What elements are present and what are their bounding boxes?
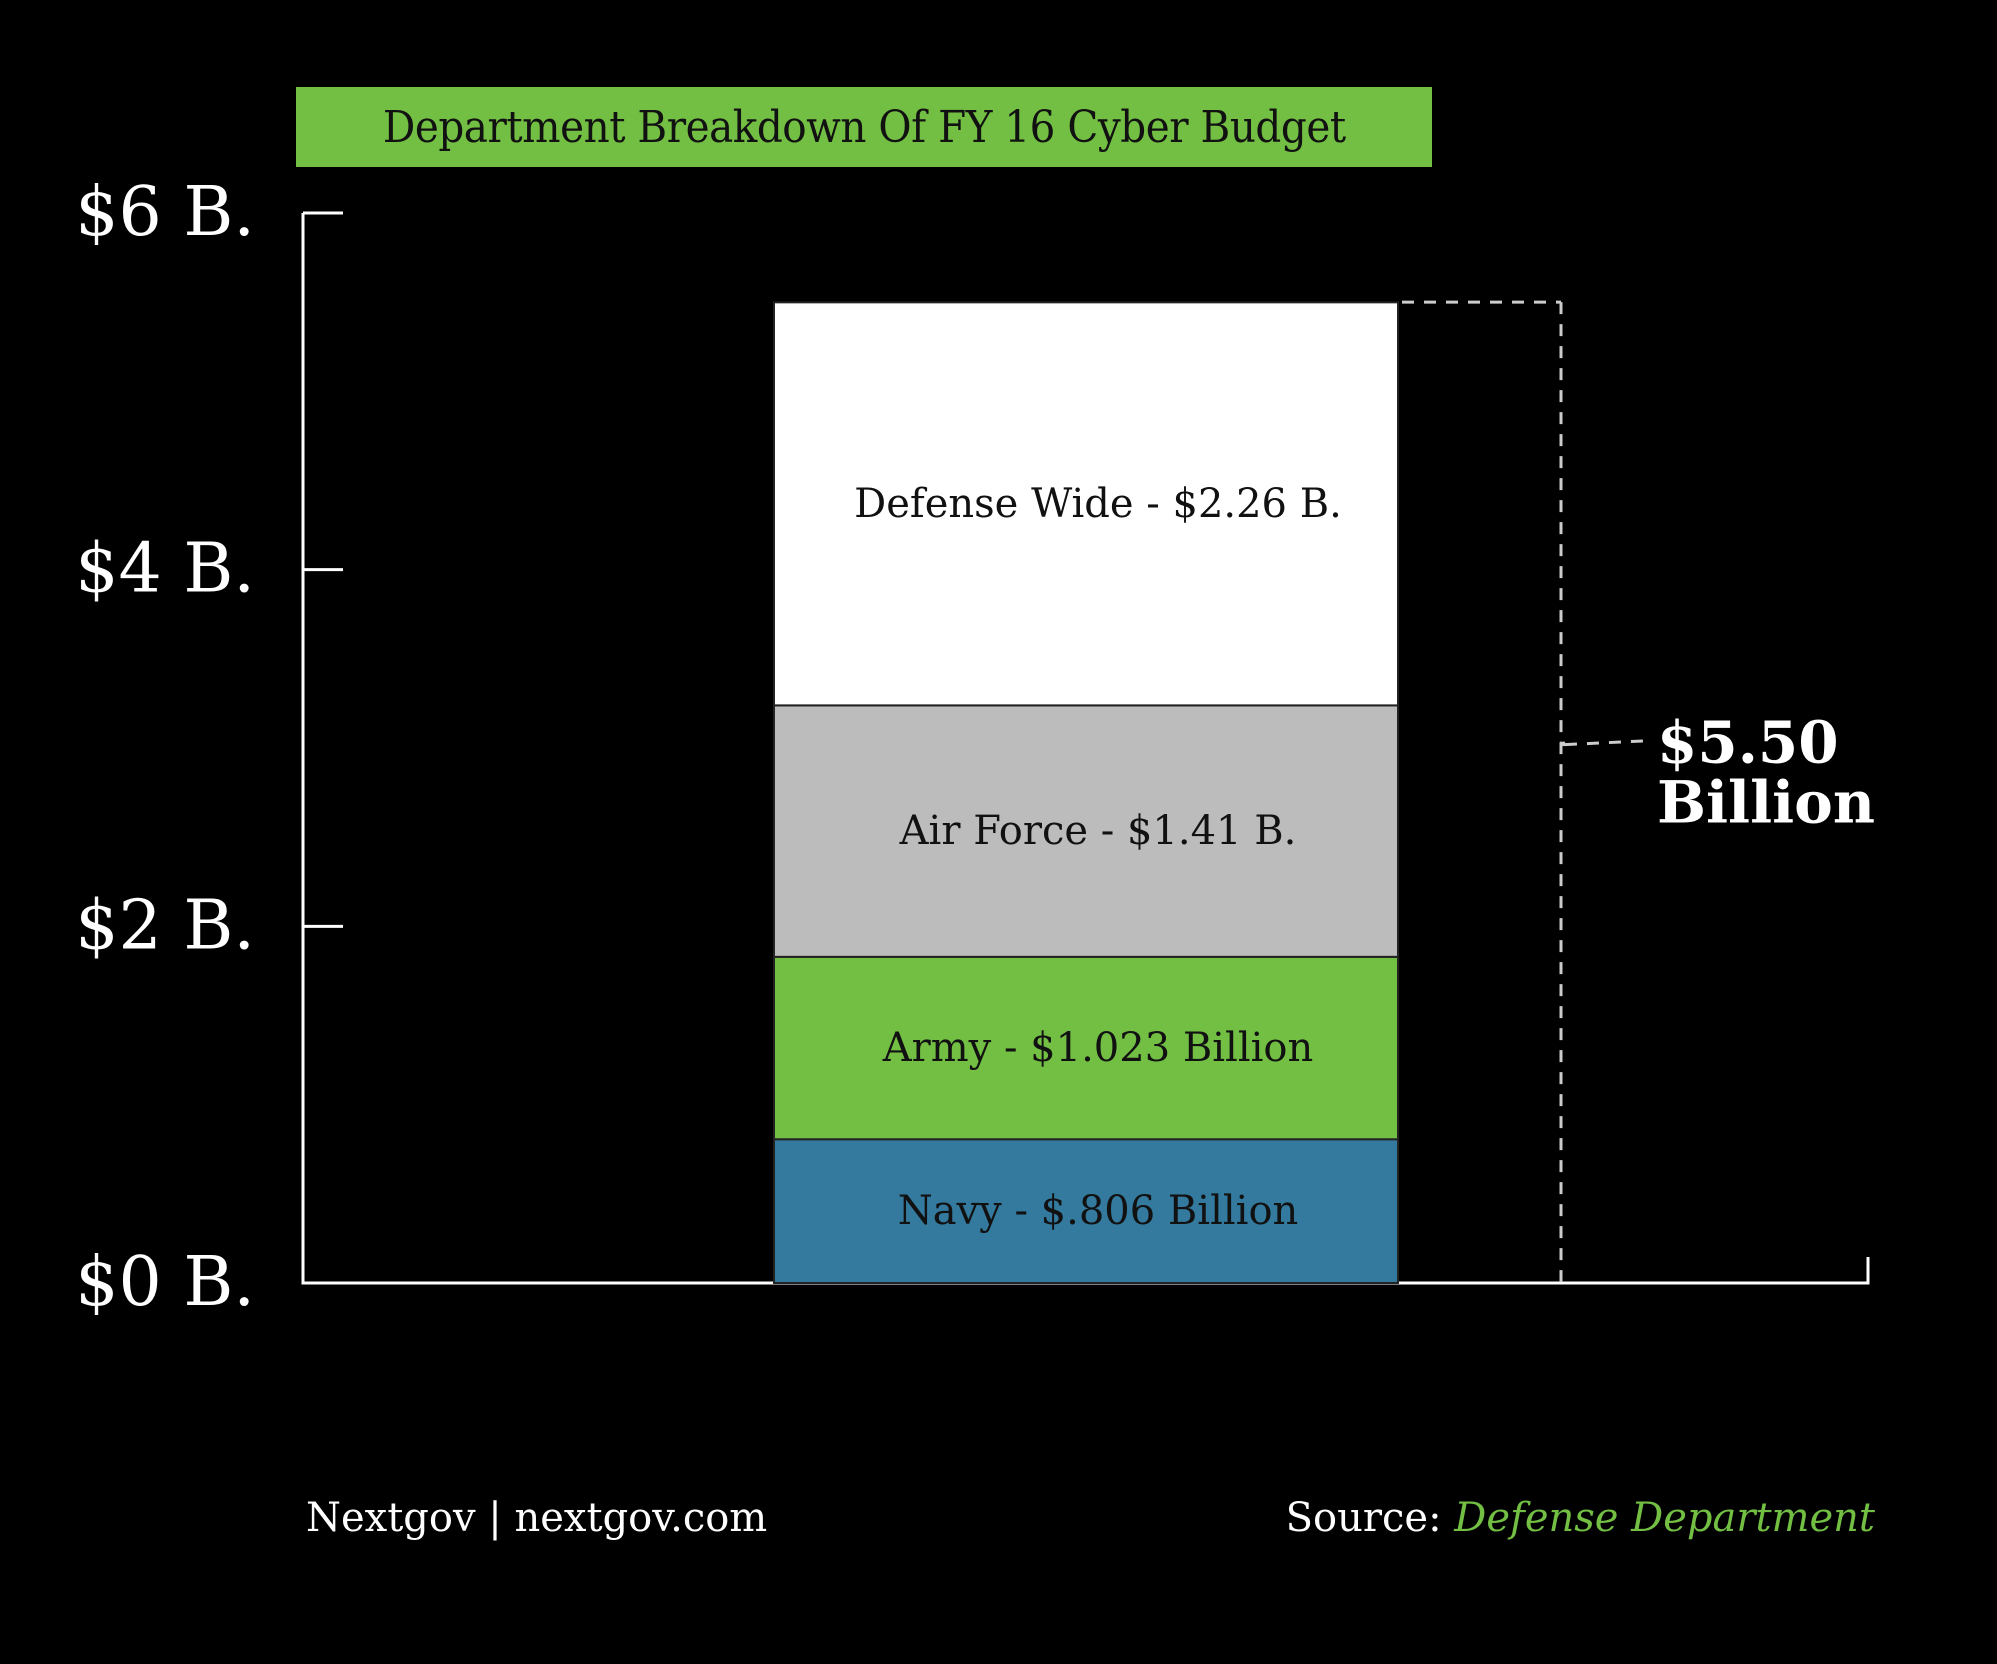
chart-title: Department Breakdown Of FY 16 Cyber Budg…	[382, 101, 1346, 153]
bar-segment-navy	[773, 1138, 1399, 1284]
total-connector	[1564, 739, 1653, 747]
y-tick-label: $6 B.	[75, 173, 255, 252]
y-tick-label: $0 B.	[75, 1243, 255, 1322]
footer-credit: Nextgov | nextgov.com	[306, 1495, 768, 1541]
footer-source: Source: Defense Department	[1286, 1495, 1875, 1541]
segment-label-defense-wide: Defense Wide - $2.26 B.	[854, 481, 1342, 527]
segment-label-navy: Navy - $.806 Billion	[898, 1188, 1299, 1234]
segment-label-army: Army - $1.023 Billion	[882, 1025, 1314, 1071]
total-bracket-stub-5	[1559, 741, 1566, 746]
bar-segment-defense-wide	[773, 301, 1399, 707]
bar-segment-air-force	[773, 704, 1399, 958]
total-label-amount: $5.50	[1657, 709, 1839, 777]
y-tick-label: $2 B.	[75, 886, 255, 965]
source-prefix: Source:	[1285, 1495, 1442, 1541]
segment-label-air-force: Air Force - $1.41 B.	[899, 808, 1297, 854]
total-label-unit: Billion	[1657, 769, 1875, 837]
source-name: Defense Department	[1454, 1495, 1875, 1541]
bar-segment-army	[773, 955, 1399, 1141]
chart-title-box: Department Breakdown Of FY 16 Cyber Budg…	[296, 87, 1432, 167]
y-tick-label: $4 B.	[75, 530, 255, 609]
